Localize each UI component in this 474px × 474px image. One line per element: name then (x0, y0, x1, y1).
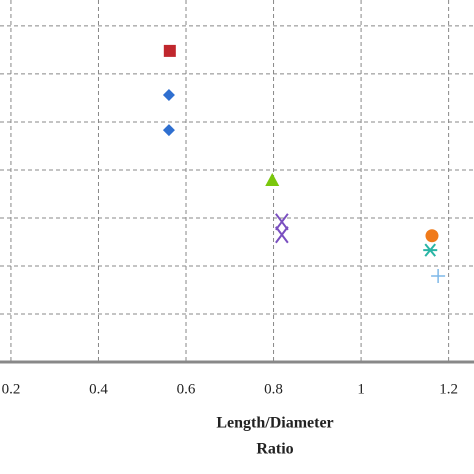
x-axis-label: Ratio (256, 441, 293, 458)
x-tick-label: 0.2 (2, 381, 21, 397)
point (431, 269, 446, 284)
x-tick-label: 0.6 (177, 381, 196, 397)
point (265, 173, 280, 187)
x-axis-label: Length/Diameter (216, 415, 333, 432)
point (275, 213, 289, 231)
x-tick-label: 0.8 (264, 381, 283, 397)
point (162, 124, 175, 137)
x-tick-label: 1.2 (439, 381, 458, 397)
point (162, 89, 175, 102)
point (423, 243, 438, 257)
x-tick-label: 0.4 (89, 381, 108, 397)
point (275, 226, 289, 244)
point (163, 44, 176, 57)
x-tick-label: 1 (357, 381, 365, 397)
point (425, 229, 439, 243)
